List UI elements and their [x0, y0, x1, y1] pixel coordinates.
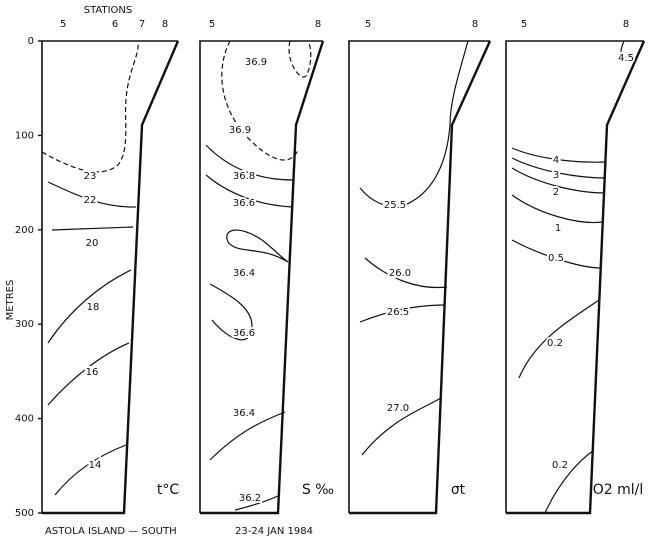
contour-label: 16 [86, 367, 99, 378]
contour-label: 18 [87, 302, 100, 313]
contour-label: 20 [86, 238, 99, 249]
contour-label: 4.5 [618, 53, 634, 64]
footer-location: ASTOLA ISLAND — SOUTH [45, 526, 177, 537]
contour-label: 36.9 [229, 125, 251, 136]
contour-label: 36.6 [233, 328, 255, 339]
station-label: 5 [60, 19, 66, 30]
station-label: 5 [209, 19, 215, 30]
contour-label: 1 [555, 223, 561, 234]
y-tick-label: 100 [15, 130, 34, 141]
station-label: 8 [315, 19, 321, 30]
contour-label: 22 [84, 195, 97, 206]
y-tick-label: 400 [15, 414, 34, 425]
contour-label: 36.9 [245, 57, 267, 68]
station-label: 7 [139, 19, 145, 30]
station-label: 8 [623, 19, 629, 30]
contour-label: 36.4 [233, 268, 255, 279]
stations-label: STATIONS [84, 5, 133, 16]
contour-label: 0.5 [548, 253, 564, 264]
station-label: 6 [112, 19, 118, 30]
axis-label: METRES [5, 280, 16, 321]
parameter-label: S ‰ [302, 482, 334, 498]
y-tick-label: 200 [15, 225, 34, 236]
contour-label: 36.4 [233, 408, 255, 419]
contour-label: 23 [84, 171, 97, 182]
contour-label: 26.5 [387, 307, 409, 318]
contour-label: 4 [553, 155, 559, 166]
contour-label: 26.0 [389, 268, 411, 279]
contour-label: 36.6 [233, 198, 255, 209]
contour-label: 36.8 [233, 171, 255, 182]
y-tick-label: 0 [28, 36, 34, 47]
contour-label: 27.0 [387, 403, 409, 414]
y-tick-label: 500 [15, 508, 34, 519]
parameter-label: σt [451, 482, 466, 498]
contour-label: 2 [553, 187, 559, 198]
parameter-label: t°C [157, 482, 179, 498]
panel-frames [41, 40, 646, 515]
footer-date: 23-24 JAN 1984 [235, 526, 313, 537]
parameter-label: O2 ml/l [593, 482, 644, 498]
contour-label: 0.2 [547, 338, 563, 349]
y-tick-label: 300 [15, 319, 34, 330]
contour-label: 3 [553, 170, 559, 181]
contour-label: 14 [89, 460, 102, 471]
station-label: 5 [521, 19, 527, 30]
contour-label: 0.2 [552, 460, 568, 471]
contour-label: 25.5 [384, 200, 406, 211]
station-label: 5 [365, 19, 371, 30]
station-label: 8 [162, 19, 168, 30]
contours [41, 40, 631, 514]
contour-label: 36.2 [239, 493, 261, 504]
station-label: 8 [472, 19, 478, 30]
